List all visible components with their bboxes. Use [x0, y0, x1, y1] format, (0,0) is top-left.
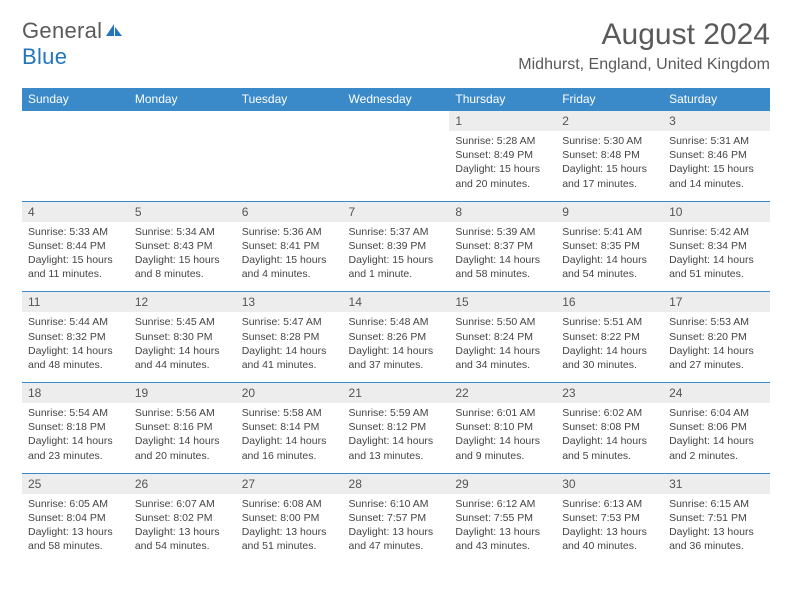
week-2-num-row: 11121314151617	[22, 292, 770, 313]
day-detail: Sunrise: 5:53 AMSunset: 8:20 PMDaylight:…	[663, 312, 770, 382]
day-detail: Sunrise: 6:10 AMSunset: 7:57 PMDaylight:…	[343, 494, 450, 564]
day-detail: Sunrise: 6:04 AMSunset: 8:06 PMDaylight:…	[663, 403, 770, 473]
logo-sail-icon	[104, 22, 124, 38]
day-number	[129, 111, 236, 132]
day-detail: Sunrise: 5:51 AMSunset: 8:22 PMDaylight:…	[556, 312, 663, 382]
day-detail: Sunrise: 5:45 AMSunset: 8:30 PMDaylight:…	[129, 312, 236, 382]
day-detail: Sunrise: 5:54 AMSunset: 8:18 PMDaylight:…	[22, 403, 129, 473]
day-detail: Sunrise: 5:56 AMSunset: 8:16 PMDaylight:…	[129, 403, 236, 473]
day-number: 4	[22, 201, 129, 222]
day-detail	[236, 131, 343, 201]
day-number: 28	[343, 473, 450, 494]
dayhead-tuesday: Tuesday	[236, 88, 343, 111]
day-detail: Sunrise: 5:33 AMSunset: 8:44 PMDaylight:…	[22, 222, 129, 292]
day-detail: Sunrise: 5:47 AMSunset: 8:28 PMDaylight:…	[236, 312, 343, 382]
day-number: 14	[343, 292, 450, 313]
day-detail: Sunrise: 5:41 AMSunset: 8:35 PMDaylight:…	[556, 222, 663, 292]
day-detail: Sunrise: 6:05 AMSunset: 8:04 PMDaylight:…	[22, 494, 129, 564]
day-detail: Sunrise: 5:30 AMSunset: 8:48 PMDaylight:…	[556, 131, 663, 201]
day-number: 12	[129, 292, 236, 313]
dayhead-saturday: Saturday	[663, 88, 770, 111]
title-block: August 2024 Midhurst, England, United Ki…	[518, 18, 770, 74]
day-number	[22, 111, 129, 132]
day-detail: Sunrise: 5:42 AMSunset: 8:34 PMDaylight:…	[663, 222, 770, 292]
day-detail: Sunrise: 5:39 AMSunset: 8:37 PMDaylight:…	[449, 222, 556, 292]
day-number: 6	[236, 201, 343, 222]
day-number	[236, 111, 343, 132]
day-number: 3	[663, 111, 770, 132]
day-detail: Sunrise: 6:07 AMSunset: 8:02 PMDaylight:…	[129, 494, 236, 564]
day-number: 13	[236, 292, 343, 313]
calendar-body: 123Sunrise: 5:28 AMSunset: 8:49 PMDaylig…	[22, 111, 770, 564]
day-number: 9	[556, 201, 663, 222]
day-detail: Sunrise: 6:01 AMSunset: 8:10 PMDaylight:…	[449, 403, 556, 473]
day-number: 18	[22, 383, 129, 404]
day-number: 25	[22, 473, 129, 494]
location: Midhurst, England, United Kingdom	[518, 56, 770, 74]
day-detail: Sunrise: 6:08 AMSunset: 8:00 PMDaylight:…	[236, 494, 343, 564]
day-header-row: Sunday Monday Tuesday Wednesday Thursday…	[22, 88, 770, 111]
month-title: August 2024	[518, 18, 770, 52]
day-number: 24	[663, 383, 770, 404]
week-0-detail-row: Sunrise: 5:28 AMSunset: 8:49 PMDaylight:…	[22, 131, 770, 201]
day-number: 17	[663, 292, 770, 313]
week-3-detail-row: Sunrise: 5:54 AMSunset: 8:18 PMDaylight:…	[22, 403, 770, 473]
logo-text-gray: General	[22, 18, 102, 43]
week-3-num-row: 18192021222324	[22, 383, 770, 404]
day-number: 10	[663, 201, 770, 222]
week-4-num-row: 25262728293031	[22, 473, 770, 494]
day-number: 26	[129, 473, 236, 494]
day-number: 22	[449, 383, 556, 404]
day-number: 31	[663, 473, 770, 494]
dayhead-friday: Friday	[556, 88, 663, 111]
day-detail	[129, 131, 236, 201]
day-number: 30	[556, 473, 663, 494]
day-number: 1	[449, 111, 556, 132]
logo-text-blue: Blue	[22, 44, 67, 69]
day-number: 16	[556, 292, 663, 313]
day-detail: Sunrise: 5:44 AMSunset: 8:32 PMDaylight:…	[22, 312, 129, 382]
day-detail: Sunrise: 6:02 AMSunset: 8:08 PMDaylight:…	[556, 403, 663, 473]
day-number: 19	[129, 383, 236, 404]
week-0-num-row: 123	[22, 111, 770, 132]
day-number: 15	[449, 292, 556, 313]
day-detail	[22, 131, 129, 201]
day-detail: Sunrise: 6:13 AMSunset: 7:53 PMDaylight:…	[556, 494, 663, 564]
dayhead-thursday: Thursday	[449, 88, 556, 111]
day-detail: Sunrise: 5:37 AMSunset: 8:39 PMDaylight:…	[343, 222, 450, 292]
day-number: 27	[236, 473, 343, 494]
day-number: 7	[343, 201, 450, 222]
week-4-detail-row: Sunrise: 6:05 AMSunset: 8:04 PMDaylight:…	[22, 494, 770, 564]
day-detail: Sunrise: 5:34 AMSunset: 8:43 PMDaylight:…	[129, 222, 236, 292]
calendar-table: Sunday Monday Tuesday Wednesday Thursday…	[22, 88, 770, 563]
day-detail: Sunrise: 5:58 AMSunset: 8:14 PMDaylight:…	[236, 403, 343, 473]
week-2-detail-row: Sunrise: 5:44 AMSunset: 8:32 PMDaylight:…	[22, 312, 770, 382]
day-number	[343, 111, 450, 132]
day-number: 29	[449, 473, 556, 494]
day-detail	[343, 131, 450, 201]
day-detail: Sunrise: 6:15 AMSunset: 7:51 PMDaylight:…	[663, 494, 770, 564]
day-number: 21	[343, 383, 450, 404]
week-1-detail-row: Sunrise: 5:33 AMSunset: 8:44 PMDaylight:…	[22, 222, 770, 292]
header: GeneralBlue August 2024 Midhurst, Englan…	[22, 18, 770, 74]
dayhead-sunday: Sunday	[22, 88, 129, 111]
logo-text: GeneralBlue	[22, 18, 124, 70]
dayhead-monday: Monday	[129, 88, 236, 111]
day-number: 2	[556, 111, 663, 132]
day-detail: Sunrise: 5:50 AMSunset: 8:24 PMDaylight:…	[449, 312, 556, 382]
logo: GeneralBlue	[22, 18, 124, 70]
day-detail: Sunrise: 6:12 AMSunset: 7:55 PMDaylight:…	[449, 494, 556, 564]
day-number: 8	[449, 201, 556, 222]
day-number: 20	[236, 383, 343, 404]
day-detail: Sunrise: 5:28 AMSunset: 8:49 PMDaylight:…	[449, 131, 556, 201]
day-number: 23	[556, 383, 663, 404]
day-detail: Sunrise: 5:31 AMSunset: 8:46 PMDaylight:…	[663, 131, 770, 201]
dayhead-wednesday: Wednesday	[343, 88, 450, 111]
day-number: 5	[129, 201, 236, 222]
week-1-num-row: 45678910	[22, 201, 770, 222]
day-detail: Sunrise: 5:36 AMSunset: 8:41 PMDaylight:…	[236, 222, 343, 292]
day-number: 11	[22, 292, 129, 313]
day-detail: Sunrise: 5:59 AMSunset: 8:12 PMDaylight:…	[343, 403, 450, 473]
day-detail: Sunrise: 5:48 AMSunset: 8:26 PMDaylight:…	[343, 312, 450, 382]
